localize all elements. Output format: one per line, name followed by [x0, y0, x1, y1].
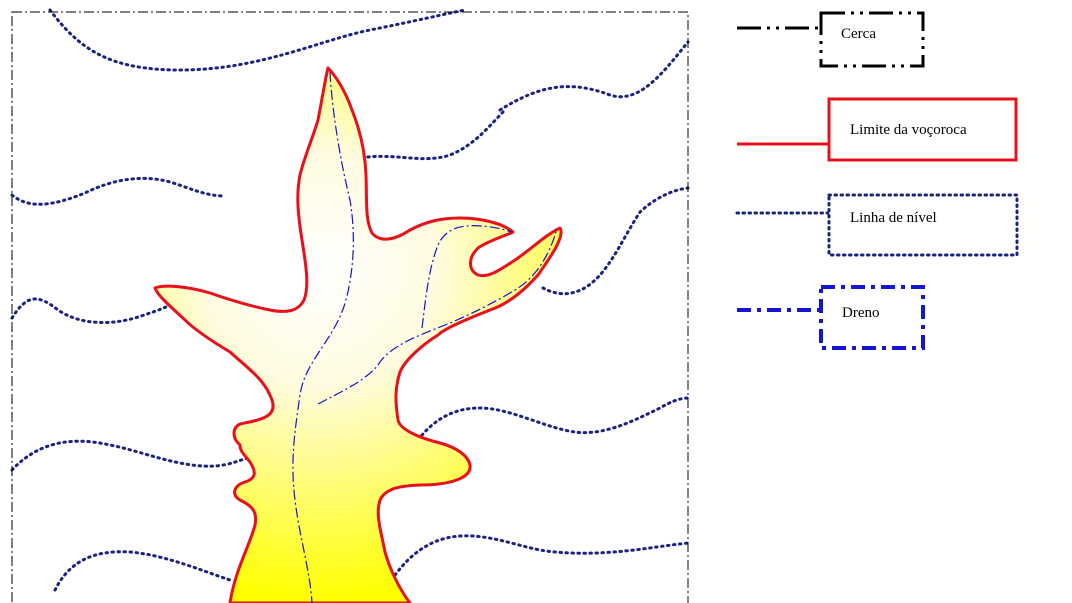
legend-fence: Cerca — [737, 11, 925, 68]
legend-gully: Limite da voçoroca — [737, 97, 1018, 162]
drain-main — [292, 71, 354, 603]
legend-contour: Linha de nível — [735, 193, 1019, 257]
contour-line-9 — [393, 534, 690, 577]
contour-line-3 — [10, 176, 227, 206]
contour-line-5 — [10, 297, 172, 325]
contour-line-1 — [48, 8, 467, 72]
legend-fence-box — [819, 11, 925, 68]
legend-drain-box — [819, 285, 925, 350]
contour-line-8 — [53, 550, 232, 592]
gully-area — [153, 66, 563, 603]
fence-boundary — [11, 11, 689, 603]
drain-branch-upper — [421, 225, 513, 329]
contour-line-4 — [541, 186, 690, 296]
drain-lines — [292, 71, 557, 603]
contour-line-6 — [10, 439, 250, 472]
drain-branch-lower — [317, 231, 557, 405]
legend-contour-box — [827, 193, 1019, 257]
contour-line-3b — [348, 108, 507, 162]
contour-line-2 — [498, 40, 690, 112]
legend-fence-label: Cerca — [841, 26, 876, 42]
legend-gully-label: Limite da voçoroca — [850, 122, 967, 138]
legend-contour-label: Linha de nível — [850, 210, 937, 226]
contour-lines — [10, 8, 690, 592]
contour-line-7 — [416, 396, 690, 442]
legend-drain: Dreno — [737, 285, 925, 350]
legend-drain-label: Dreno — [842, 305, 880, 321]
legend-gully-box — [827, 97, 1018, 162]
